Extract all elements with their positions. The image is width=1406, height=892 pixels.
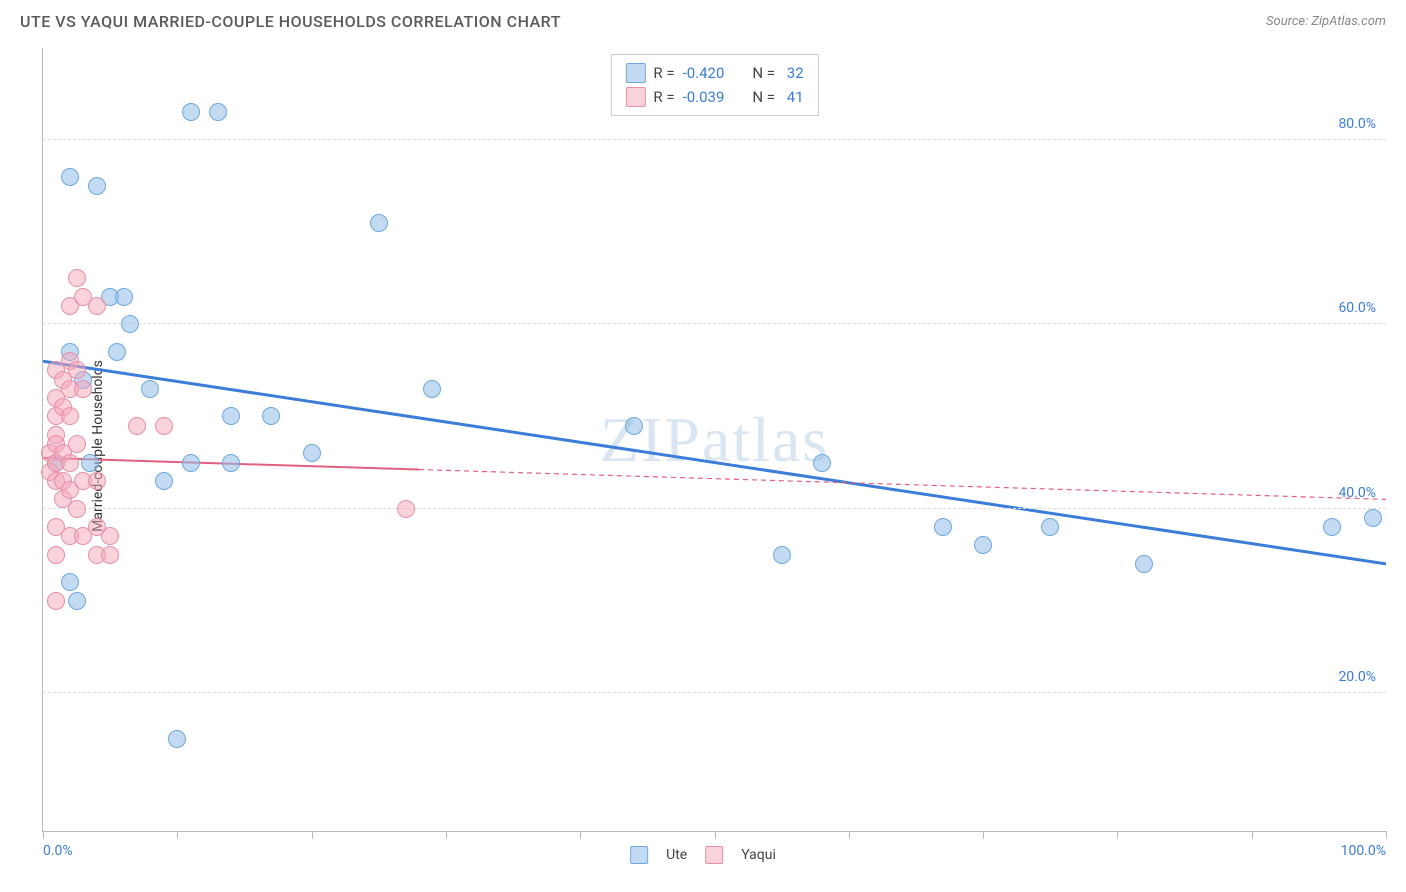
data-point-ute <box>773 546 791 564</box>
data-point-ute <box>1364 509 1382 527</box>
data-point-ute <box>222 407 240 425</box>
x-tick <box>177 831 178 839</box>
legend-row: R = -0.420 N = 32 <box>625 61 803 85</box>
data-point-ute <box>974 536 992 554</box>
data-point-ute <box>222 454 240 472</box>
data-point-ute <box>934 518 952 536</box>
watermark-text: ZIPatlas <box>600 403 829 477</box>
data-point-yaqui <box>61 454 79 472</box>
gridline <box>43 508 1386 509</box>
data-point-yaqui <box>74 380 92 398</box>
series-legend: Ute Yaqui <box>630 846 776 864</box>
data-point-ute <box>68 592 86 610</box>
trend-lines-svg <box>43 48 1386 831</box>
data-point-ute <box>1135 555 1153 573</box>
data-point-ute <box>813 454 831 472</box>
x-tick <box>1117 831 1118 839</box>
x-tick <box>312 831 313 839</box>
n-label: N = <box>752 64 775 82</box>
data-point-ute <box>121 315 139 333</box>
data-point-yaqui <box>101 546 119 564</box>
data-point-yaqui <box>68 361 86 379</box>
y-tick-label: 20.0% <box>1338 669 1376 685</box>
data-point-ute <box>88 177 106 195</box>
legend-swatch-yaqui <box>625 87 645 107</box>
trendline-ute <box>43 361 1386 564</box>
data-point-yaqui <box>68 435 86 453</box>
data-point-ute <box>370 214 388 232</box>
x-tick-label: 0.0% <box>43 843 73 859</box>
legend-label-yaqui: Yaqui <box>741 847 776 863</box>
x-tick-label: 100.0% <box>1341 843 1386 859</box>
x-tick <box>1252 831 1253 839</box>
data-point-yaqui <box>68 269 86 287</box>
gridline <box>43 692 1386 693</box>
trendline-dashed-yaqui <box>419 470 1386 500</box>
data-point-ute <box>61 168 79 186</box>
x-tick <box>1386 831 1387 839</box>
y-tick-label: 40.0% <box>1338 485 1376 501</box>
data-point-ute <box>182 103 200 121</box>
chart-title: UTE VS YAQUI MARRIED-COUPLE HOUSEHOLDS C… <box>20 12 561 31</box>
r-value: -0.039 <box>683 88 725 106</box>
data-point-yaqui <box>397 500 415 518</box>
data-point-ute <box>141 380 159 398</box>
legend-swatch-ute <box>625 63 645 83</box>
n-label: N = <box>752 88 775 106</box>
data-point-ute <box>423 380 441 398</box>
data-point-ute <box>61 573 79 591</box>
n-value: 32 <box>783 64 804 82</box>
chart-header: UTE VS YAQUI MARRIED-COUPLE HOUSEHOLDS C… <box>0 0 1406 39</box>
x-tick <box>43 831 44 839</box>
legend-swatch-yaqui <box>705 846 723 864</box>
y-tick-label: 60.0% <box>1338 300 1376 316</box>
scatter-chart: ZIPatlas R =-0.420N = 32R =-0.039N = 41 … <box>42 48 1386 832</box>
x-tick <box>849 831 850 839</box>
legend-swatch-ute <box>630 846 648 864</box>
data-point-ute <box>81 454 99 472</box>
correlation-legend: R = -0.420 N = 32 R = -0.039 N = 41 <box>610 54 818 116</box>
data-point-yaqui <box>155 417 173 435</box>
data-point-ute <box>182 454 200 472</box>
data-point-ute <box>155 472 173 490</box>
data-point-yaqui <box>88 472 106 490</box>
gridline <box>43 139 1386 140</box>
source-attribution: Source: ZipAtlas.com <box>1266 14 1386 29</box>
data-point-yaqui <box>61 407 79 425</box>
data-point-yaqui <box>47 546 65 564</box>
y-tick-label: 80.0% <box>1338 116 1376 132</box>
r-value: -0.420 <box>683 64 725 82</box>
x-tick <box>580 831 581 839</box>
data-point-yaqui <box>88 297 106 315</box>
legend-label-ute: Ute <box>666 847 687 863</box>
data-point-yaqui <box>128 417 146 435</box>
data-point-ute <box>1041 518 1059 536</box>
data-point-ute <box>625 417 643 435</box>
data-point-ute <box>303 444 321 462</box>
data-point-yaqui <box>47 592 65 610</box>
n-value: 41 <box>783 88 804 106</box>
data-point-ute <box>108 343 126 361</box>
data-point-ute <box>262 407 280 425</box>
x-tick <box>446 831 447 839</box>
gridline <box>43 323 1386 324</box>
data-point-ute <box>115 288 133 306</box>
data-point-ute <box>1323 518 1341 536</box>
x-tick <box>715 831 716 839</box>
legend-row: R = -0.039 N = 41 <box>625 85 803 109</box>
data-point-yaqui <box>68 500 86 518</box>
r-label: R = <box>653 88 674 106</box>
r-label: R = <box>653 64 674 82</box>
data-point-ute <box>168 730 186 748</box>
data-point-yaqui <box>101 527 119 545</box>
x-tick <box>983 831 984 839</box>
data-point-ute <box>209 103 227 121</box>
